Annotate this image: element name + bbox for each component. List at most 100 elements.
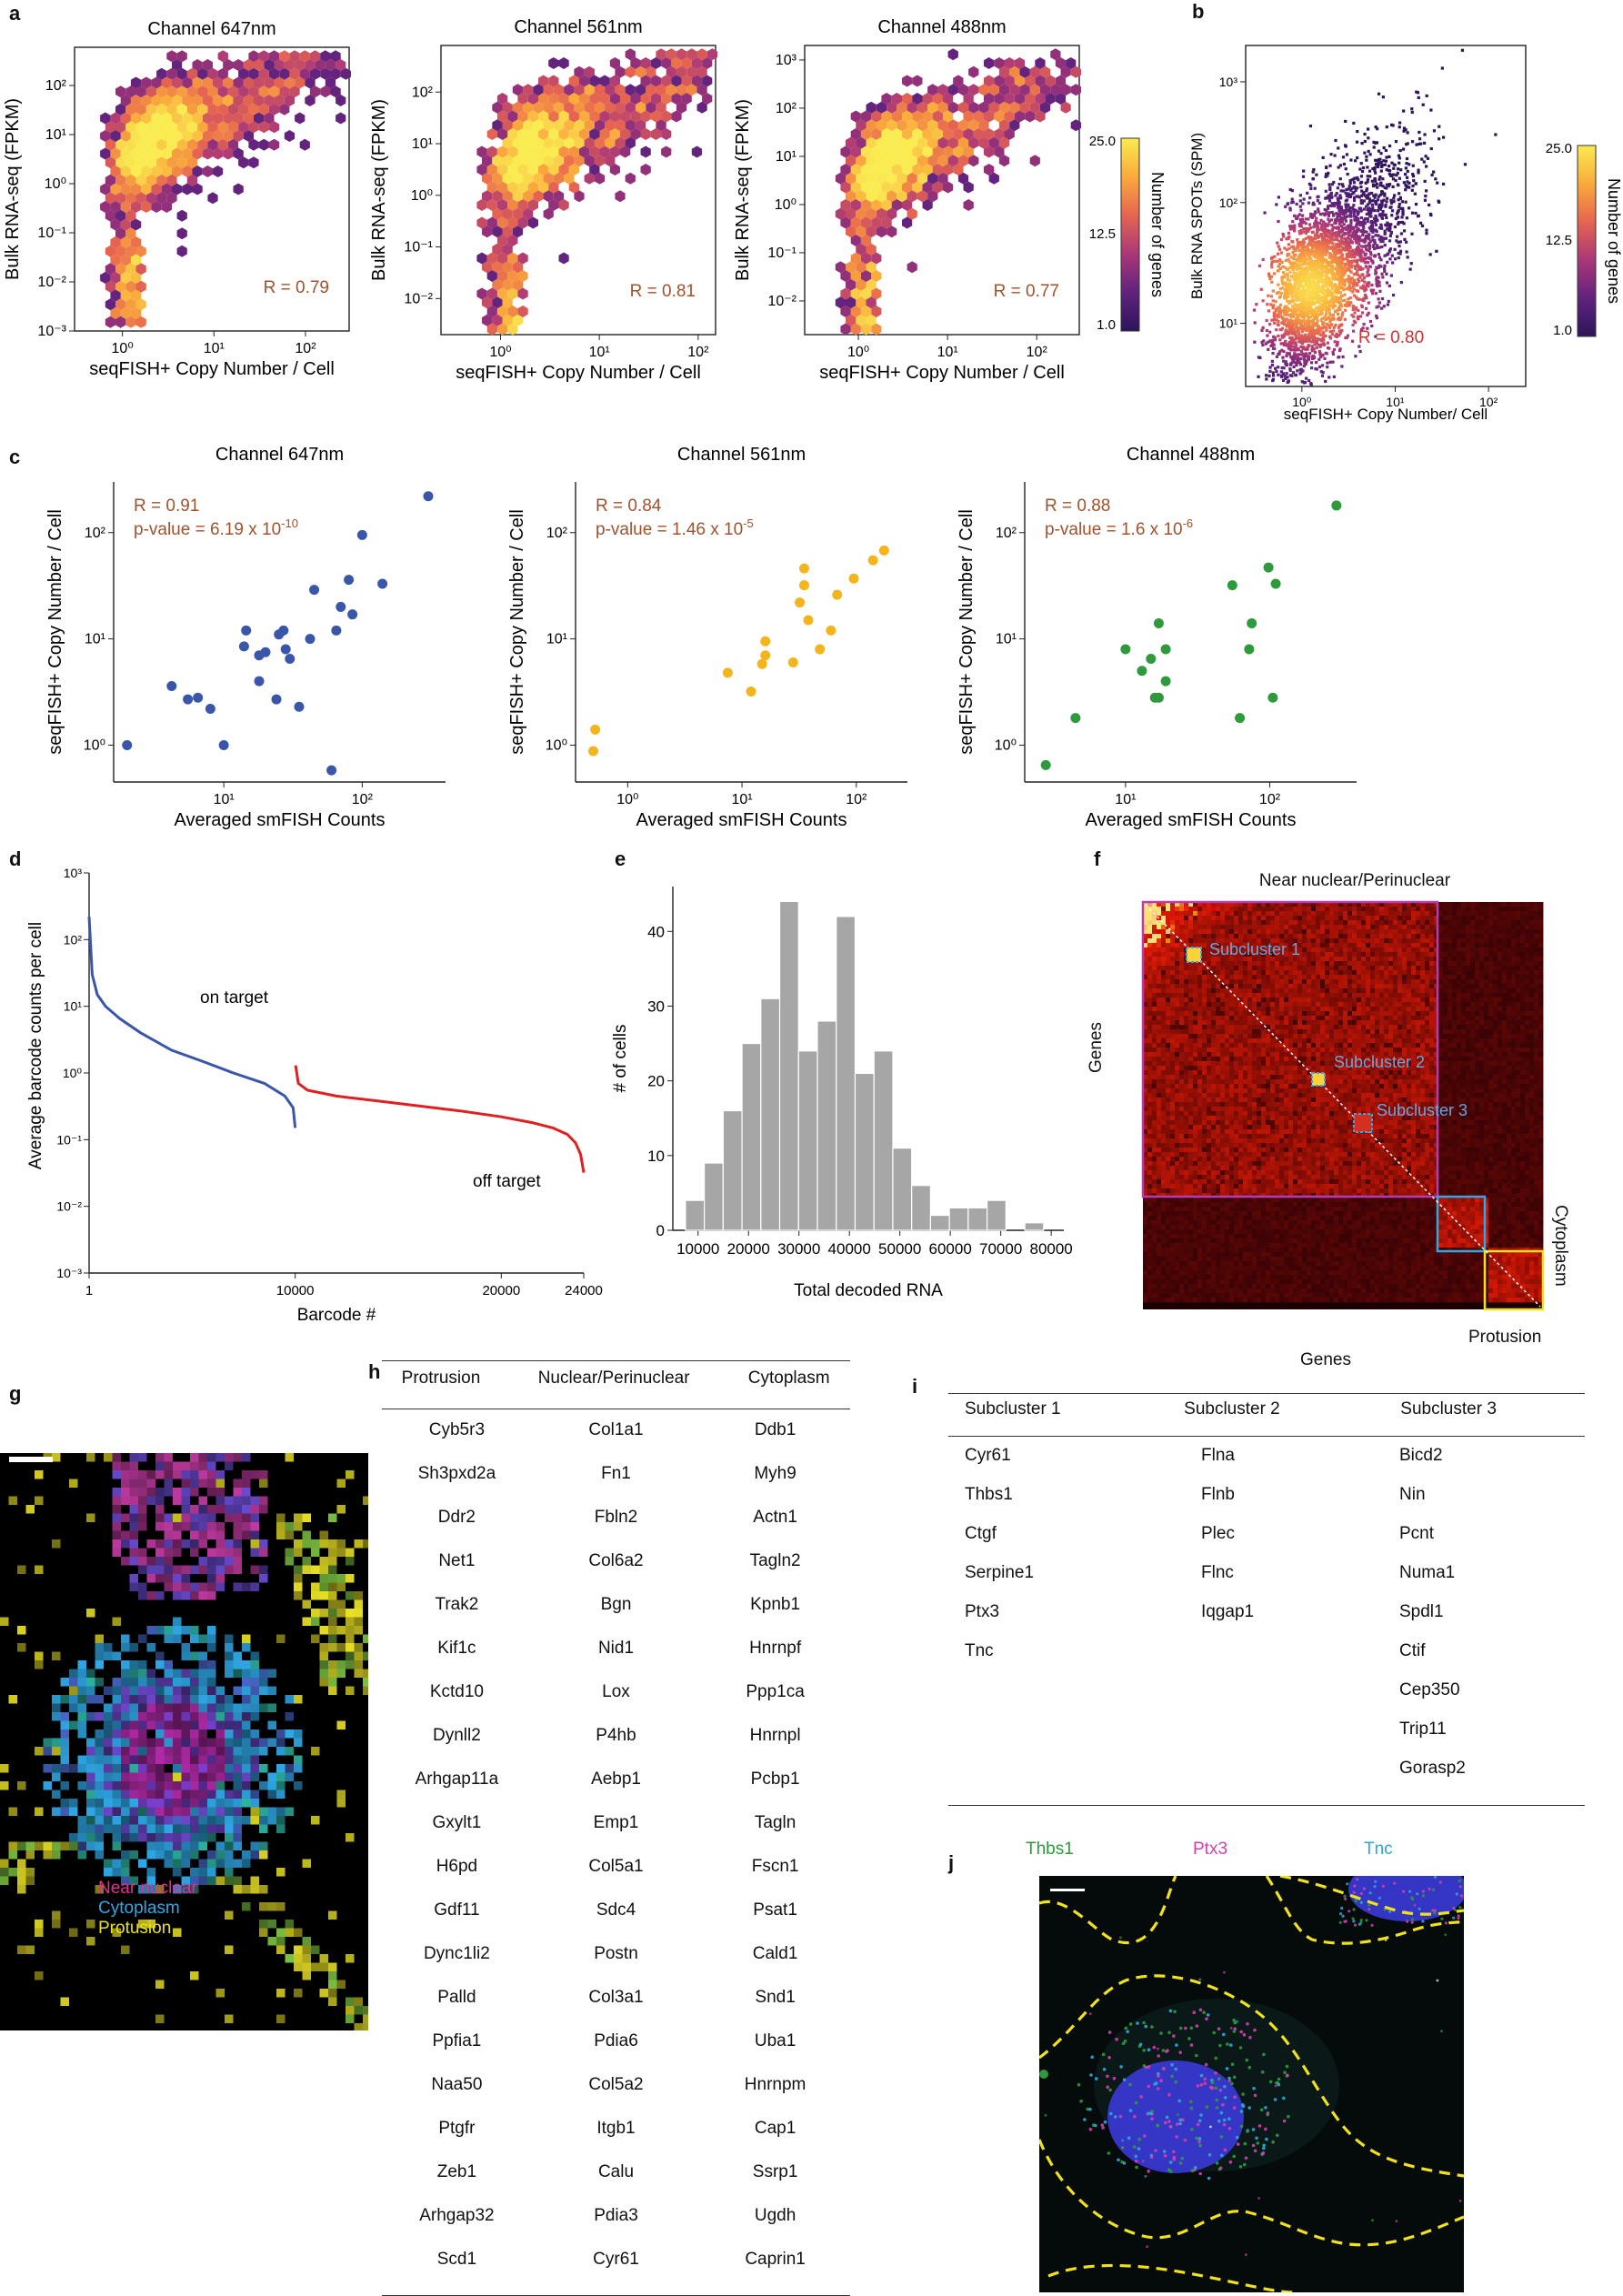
y-axis-label: seqFISH+ Copy Number / Cell bbox=[45, 509, 65, 755]
x-tick-label: 10000 bbox=[676, 1240, 719, 1258]
scatter-point bbox=[1345, 167, 1347, 170]
scatter-point bbox=[1305, 326, 1307, 329]
scatter-point bbox=[1299, 199, 1302, 202]
scatter-point bbox=[1302, 260, 1305, 263]
scatter-point bbox=[1386, 184, 1388, 186]
scatter-point bbox=[1312, 355, 1315, 357]
scatter-point bbox=[1324, 303, 1327, 306]
scatter-point bbox=[1363, 152, 1366, 155]
scatter-point bbox=[1376, 285, 1378, 287]
scatter-point bbox=[1316, 241, 1318, 244]
scatter-point bbox=[1366, 187, 1368, 190]
data-point bbox=[285, 654, 295, 664]
scatter-point bbox=[1300, 350, 1303, 353]
scatter-point bbox=[1361, 170, 1364, 173]
scatter-point bbox=[1298, 260, 1301, 263]
table-i-cell: Flnc bbox=[1165, 1563, 1381, 1602]
hex-bin bbox=[964, 199, 974, 211]
x-tick-label: 20000 bbox=[727, 1240, 770, 1258]
scatter-point bbox=[1365, 155, 1368, 158]
table-h-cell: Hnrnpm bbox=[700, 2075, 850, 2119]
scatter-point bbox=[1294, 337, 1297, 340]
scatter-point bbox=[1327, 236, 1330, 238]
scatter-point bbox=[1303, 356, 1306, 358]
scatter-point bbox=[1328, 302, 1331, 305]
scatter-point bbox=[1289, 374, 1292, 376]
scatter-point bbox=[1349, 301, 1352, 304]
scatter-point bbox=[1353, 213, 1356, 216]
y-axis-label: Bulk RNA SPOTs (SPM) bbox=[1188, 133, 1206, 299]
scatter-point bbox=[1317, 260, 1320, 263]
scatter-point bbox=[1348, 285, 1351, 287]
histogram-bar bbox=[855, 1073, 874, 1230]
scatter-point bbox=[1379, 206, 1382, 208]
scatter-point bbox=[1297, 249, 1300, 252]
colorbar-tick: 25.0 bbox=[1546, 141, 1572, 156]
scatter-point bbox=[1338, 347, 1341, 350]
scatter-point bbox=[1350, 253, 1353, 256]
scatter-point bbox=[1344, 248, 1347, 251]
scatter-point bbox=[1383, 267, 1386, 270]
scatter-point bbox=[1321, 323, 1324, 326]
scatter-point bbox=[1328, 326, 1331, 329]
scatter-point bbox=[1365, 261, 1368, 264]
scatter-point bbox=[1343, 243, 1346, 246]
scatter-point bbox=[1377, 209, 1379, 212]
x-tick-label: 10² bbox=[295, 341, 316, 356]
scatter-point bbox=[1272, 378, 1275, 381]
scatter-point bbox=[1272, 374, 1275, 376]
scatter-point bbox=[1358, 276, 1361, 278]
data-point bbox=[219, 740, 229, 750]
data-point bbox=[588, 746, 598, 756]
table-i-cell bbox=[948, 1680, 1165, 1719]
scatter-point bbox=[1359, 185, 1362, 188]
scatter-point bbox=[1298, 298, 1301, 301]
scatter-point bbox=[1349, 158, 1352, 161]
x-tick-label: 80000 bbox=[1029, 1240, 1072, 1258]
scatter-point bbox=[1378, 213, 1381, 216]
scatter-point bbox=[1326, 317, 1328, 320]
scatter-point bbox=[1405, 201, 1408, 204]
y-tick-label: 10⁻² bbox=[56, 1199, 82, 1214]
scatter-point bbox=[1319, 306, 1322, 309]
y-tick-label: 10⁻¹ bbox=[37, 226, 66, 241]
scatter-point bbox=[1392, 174, 1395, 176]
scatter-point bbox=[1276, 260, 1278, 263]
scatter-point bbox=[1386, 125, 1388, 128]
panel-j-label-thbs1: Thbs1 bbox=[1026, 1840, 1074, 1860]
p-value: p-value = 1.46 x 10-5 bbox=[596, 516, 754, 539]
table-h-cell: Sh3pxd2a bbox=[382, 1464, 532, 1508]
scatter-point bbox=[1300, 294, 1303, 296]
scatter-point bbox=[1375, 125, 1378, 128]
scatter-point bbox=[1380, 273, 1383, 276]
scatter-point bbox=[1292, 247, 1295, 250]
scatter-point bbox=[1391, 209, 1394, 212]
scatter-point bbox=[1398, 198, 1400, 201]
scatter-point bbox=[1381, 185, 1384, 187]
y-tick-label: 10¹ bbox=[1219, 316, 1238, 331]
hex-bin bbox=[1030, 155, 1040, 166]
scatter-point bbox=[1368, 175, 1371, 177]
scatter-point bbox=[1371, 228, 1374, 231]
scatter-point bbox=[1293, 366, 1296, 368]
scatter-point bbox=[1384, 244, 1387, 246]
scatter-point bbox=[1308, 331, 1311, 334]
scatter-point bbox=[1296, 203, 1298, 206]
scatter-point bbox=[1322, 287, 1325, 290]
x-axis-label: Averaged smFISH Counts bbox=[1086, 810, 1297, 830]
scatter-point bbox=[1331, 296, 1334, 298]
scatter-point bbox=[1328, 246, 1331, 249]
scatter-point bbox=[1357, 290, 1359, 293]
y-tick-label: 10⁰ bbox=[775, 197, 796, 213]
scatter-point bbox=[1384, 233, 1387, 236]
scatter-point bbox=[1287, 232, 1290, 235]
scatter-point bbox=[1320, 272, 1323, 275]
scatter-point bbox=[1398, 192, 1400, 195]
scatter-point bbox=[1356, 259, 1358, 262]
scatter-point bbox=[1418, 131, 1420, 134]
scatter-point bbox=[1348, 234, 1351, 236]
scatter-point bbox=[1405, 143, 1408, 145]
scatter-point bbox=[1317, 280, 1320, 283]
scatter-point bbox=[1386, 168, 1388, 171]
